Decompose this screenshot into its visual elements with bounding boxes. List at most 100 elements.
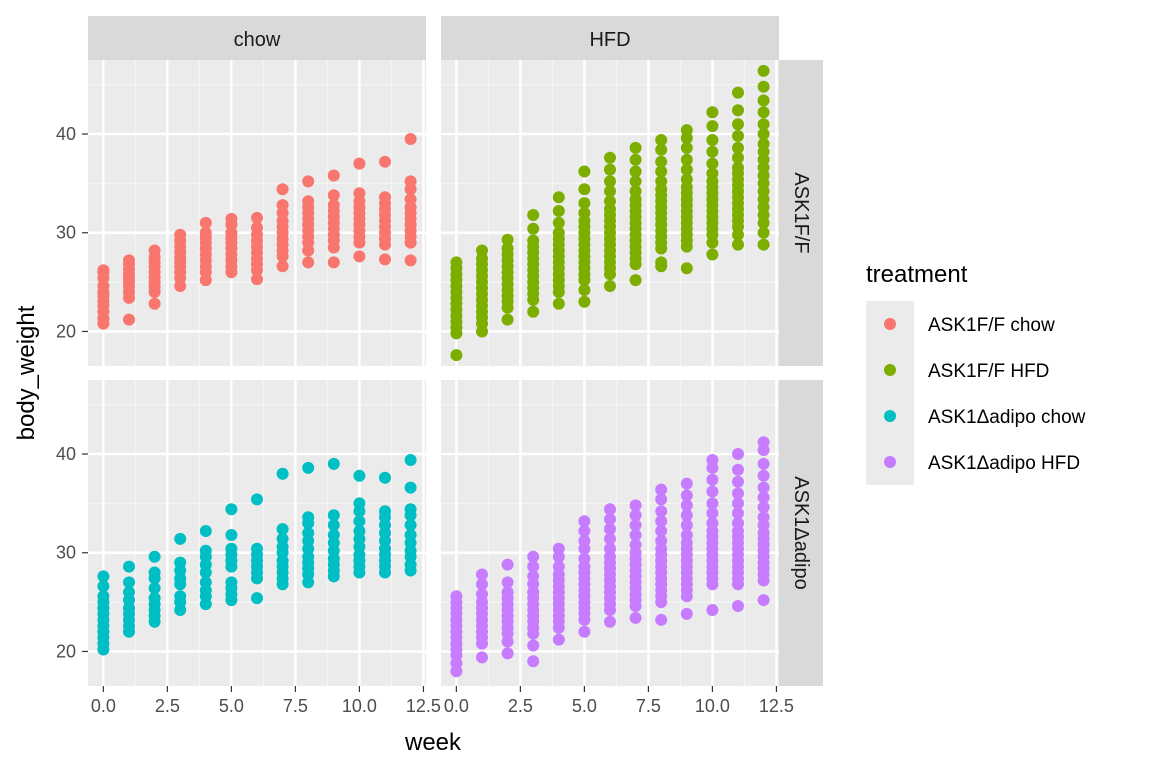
data-point (706, 120, 719, 133)
strip-col-chow-bg (88, 16, 426, 60)
data-point (629, 499, 642, 512)
data-point (501, 558, 514, 571)
data-point (757, 128, 770, 140)
y-tick-label: 30 (56, 223, 76, 243)
data-point (276, 532, 289, 545)
data-point (379, 505, 391, 518)
data-point (327, 189, 340, 202)
data-point (706, 497, 719, 510)
x-tick-label: 12.5 (759, 696, 794, 716)
data-point (527, 222, 540, 235)
data-point (655, 525, 668, 537)
data-point (123, 560, 135, 573)
data-point (527, 234, 540, 247)
data-point (757, 511, 770, 524)
data-point (450, 256, 463, 269)
data-point (578, 534, 591, 547)
data-point (604, 280, 616, 292)
data-point (655, 493, 668, 506)
data-point (404, 529, 417, 541)
data-point (251, 211, 263, 224)
data-point (327, 529, 340, 541)
y-tick-label: 20 (56, 641, 76, 661)
data-point (680, 607, 693, 620)
data-point (732, 130, 744, 142)
data-point (578, 525, 591, 537)
data-point (501, 313, 514, 326)
strip-row-ask1adipo-bg (779, 380, 823, 686)
data-point (629, 519, 642, 532)
data-point (629, 274, 642, 287)
data-point (527, 655, 540, 668)
data-point (757, 118, 770, 131)
data-point (251, 542, 263, 555)
data-point (97, 580, 110, 593)
data-point (353, 469, 366, 482)
x-tick-label: 0.0 (444, 696, 469, 716)
x-tick-label: 7.5 (636, 696, 661, 716)
data-point (123, 313, 135, 326)
x-tick-label: 5.0 (219, 696, 244, 716)
data-point (655, 256, 668, 269)
data-point (225, 542, 238, 555)
data-point (706, 145, 719, 158)
data-point (578, 207, 591, 219)
data-point (476, 651, 488, 664)
data-point (680, 519, 693, 532)
data-point (148, 297, 161, 310)
data-point (655, 483, 668, 496)
x-tick-label: 2.5 (155, 696, 180, 716)
data-point (353, 187, 366, 200)
data-point (706, 473, 719, 486)
data-point (604, 542, 616, 555)
data-point (680, 262, 693, 275)
strip-col-chow: chow (234, 29, 281, 51)
data-point (604, 195, 616, 208)
data-point (527, 550, 540, 563)
data-point (706, 517, 719, 530)
x-tick-label: 10.0 (342, 696, 377, 716)
data-point (732, 86, 744, 99)
data-point (174, 228, 187, 241)
data-point (732, 141, 744, 154)
data-point (732, 600, 744, 612)
data-point (629, 141, 642, 154)
data-point (302, 527, 315, 539)
data-point (706, 604, 719, 616)
data-point (604, 615, 616, 628)
data-point (732, 161, 744, 174)
data-point (327, 169, 340, 182)
data-point (604, 185, 616, 198)
data-point (450, 349, 463, 362)
data-point (757, 80, 770, 93)
data-point (680, 173, 693, 186)
data-point (604, 523, 616, 536)
data-point (353, 250, 366, 263)
legend-label: ASK1F/F HFD (928, 361, 1049, 382)
data-point (604, 532, 616, 545)
data-point (757, 469, 770, 482)
data-point (732, 507, 744, 520)
data-point (629, 185, 642, 198)
data-point (476, 578, 488, 591)
x-tick-label: 7.5 (283, 696, 308, 716)
data-point (706, 106, 719, 119)
data-point (199, 216, 212, 229)
data-point (501, 576, 514, 589)
data-point (604, 163, 616, 176)
data-point (404, 519, 417, 532)
legend-key (884, 410, 896, 422)
data-point (123, 576, 135, 589)
legend-entries: ASK1F/F chow ASK1F/F HFD ASK1Δadipo chow AS… (884, 315, 1086, 474)
data-point (199, 525, 212, 537)
strip-row-ask1adipo: ASK1Δadipo (790, 476, 812, 589)
data-point (450, 590, 463, 603)
data-point (552, 226, 565, 239)
legend-label: ASK1Δadipo HFD (928, 453, 1080, 474)
data-point (757, 94, 770, 107)
data-point (578, 625, 591, 638)
y-tick-label: 40 (56, 124, 76, 144)
data-point (404, 254, 417, 267)
